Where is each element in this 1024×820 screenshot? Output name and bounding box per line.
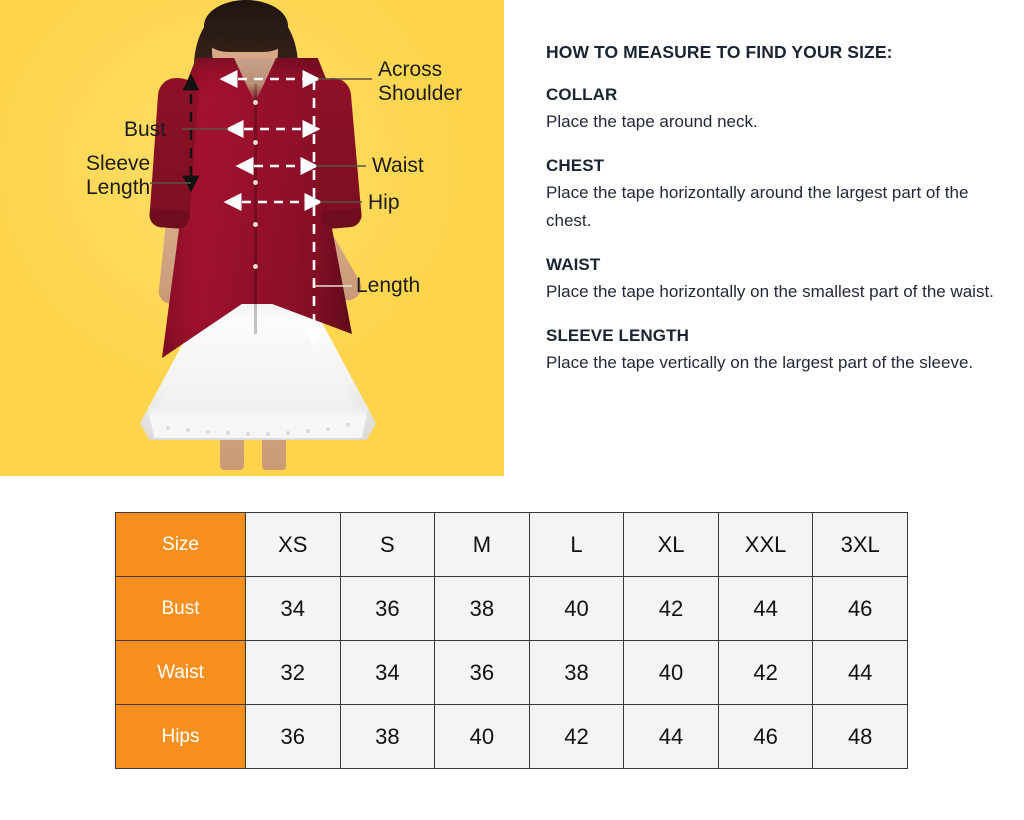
header-l: L xyxy=(528,512,625,577)
waist-xl: 40 xyxy=(623,640,719,705)
section-text-sleeve-length: Place the tape vertically on the largest… xyxy=(546,352,974,372)
waist-xxl: 42 xyxy=(717,640,814,705)
waist-3xl: 44 xyxy=(812,640,908,705)
button-1 xyxy=(252,100,258,105)
measure-section-sleeve-length: SLEEVE LENGTH Place the tape vertically … xyxy=(546,326,996,377)
hips-s: 38 xyxy=(339,704,436,769)
header-m: M xyxy=(434,512,530,577)
size-table: Size XS S M L XL XXL 3XL Bust 34 36 38 4… xyxy=(115,512,908,769)
how-to-measure-title: HOW TO MEASURE TO FIND YOUR SIZE: xyxy=(546,42,893,62)
header-xs: XS xyxy=(245,512,341,577)
model-illustration-panel: Across Shoulder Bust Sleeve Length Waist… xyxy=(0,0,504,476)
skirt-lace-trim xyxy=(147,404,369,438)
label-across-shoulder: Across Shoulder xyxy=(378,58,463,105)
hips-3xl: 48 xyxy=(812,704,908,769)
bust-xs: 34 xyxy=(245,576,341,641)
section-heading-waist: WAIST xyxy=(546,254,601,274)
hips-xs: 36 xyxy=(245,704,341,769)
header-3xl: 3XL xyxy=(812,512,908,577)
panel-edge-fade xyxy=(490,0,504,476)
measure-section-waist: WAIST Place the tape horizontally on the… xyxy=(546,255,996,306)
header-size: Size xyxy=(115,512,246,577)
button-4 xyxy=(252,222,258,227)
cuff-left xyxy=(148,208,190,230)
button-2 xyxy=(252,140,258,145)
section-heading-sleeve-length: SLEEVE LENGTH xyxy=(546,325,689,345)
hips-xl: 44 xyxy=(623,704,719,769)
bust-s: 36 xyxy=(339,576,436,641)
hips-xxl: 46 xyxy=(717,704,814,769)
section-text-waist: Place the tape horizontally on the small… xyxy=(546,281,994,301)
table-header-row: Size XS S M L XL XXL 3XL xyxy=(115,512,908,577)
table-row-hips: Hips 36 38 40 42 44 46 48 xyxy=(115,704,908,769)
section-heading-collar: COLLAR xyxy=(546,85,618,104)
bust-l: 40 xyxy=(528,576,625,641)
section-text-chest: Place the tape horizontally around the l… xyxy=(546,182,969,230)
measure-section-collar: COLLAR Place the tape around neck. xyxy=(546,85,996,136)
bust-m: 38 xyxy=(434,576,530,641)
eye-right xyxy=(254,38,263,42)
button-3 xyxy=(252,180,258,185)
bust-3xl: 46 xyxy=(812,576,908,641)
section-heading-chest: CHEST xyxy=(546,155,605,175)
cuff-right xyxy=(321,208,363,230)
button-placket xyxy=(254,84,257,334)
hips-l: 42 xyxy=(528,704,625,769)
waist-xs: 32 xyxy=(245,640,341,705)
rowhead-hips: Hips xyxy=(115,704,246,769)
section-text-collar: Place the tape around neck. xyxy=(546,112,758,131)
how-to-measure-panel: HOW TO MEASURE TO FIND YOUR SIZE: COLLAR… xyxy=(546,42,996,396)
bust-xxl: 44 xyxy=(717,576,814,641)
header-xl: XL xyxy=(623,512,719,577)
table-row-bust: Bust 34 36 38 40 42 44 46 xyxy=(115,576,908,641)
header-xxl: XXL xyxy=(717,512,814,577)
waist-s: 34 xyxy=(339,640,436,705)
table-row-waist: Waist 32 34 36 38 40 42 44 xyxy=(115,640,908,705)
rowhead-waist: Waist xyxy=(115,640,246,705)
bust-xl: 42 xyxy=(623,576,719,641)
header-s: S xyxy=(339,512,436,577)
hips-m: 40 xyxy=(434,704,530,769)
waist-m: 36 xyxy=(434,640,530,705)
button-5 xyxy=(252,264,258,269)
eye-left xyxy=(224,38,233,42)
model-figure xyxy=(120,0,390,476)
waist-l: 38 xyxy=(528,640,625,705)
rowhead-bust: Bust xyxy=(115,576,246,641)
hair-front xyxy=(204,0,288,52)
measure-section-chest: CHEST Place the tape horizontally around… xyxy=(546,156,996,235)
